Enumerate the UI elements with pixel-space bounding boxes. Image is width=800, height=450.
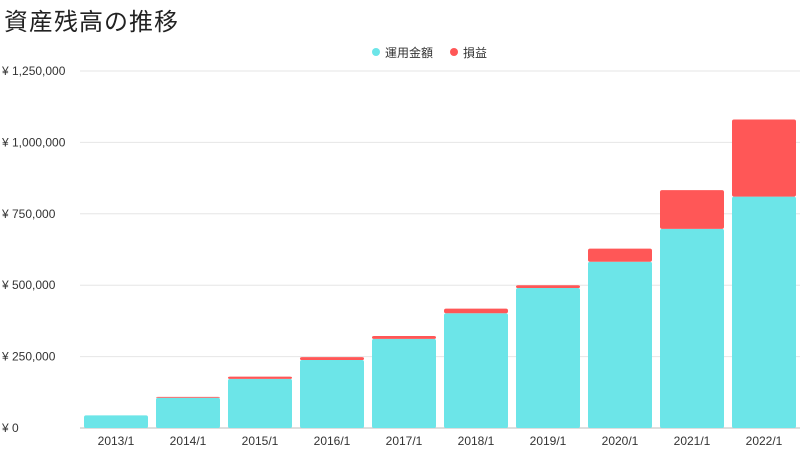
bar-principal xyxy=(444,313,508,428)
bar-profit xyxy=(732,119,796,197)
bar-principal xyxy=(588,261,652,428)
x-tick-label: 2021/1 xyxy=(674,434,711,448)
bar-principal xyxy=(300,360,364,428)
x-tick-label: 2020/1 xyxy=(602,434,639,448)
y-tick-label: ¥ 250,000 xyxy=(1,350,56,364)
y-axis: ¥ 0 ¥ 250,000 ¥ 500,000 ¥ 750,000 ¥ 1,000,00… xyxy=(1,64,66,435)
y-tick-label: ¥ 750,000 xyxy=(1,207,56,221)
bar-principal xyxy=(732,196,796,428)
chart-title: 資産残高の推移 xyxy=(4,8,179,36)
bar-principal xyxy=(660,228,724,428)
x-tick-label: 2015/1 xyxy=(242,434,279,448)
x-tick-label: 2019/1 xyxy=(530,434,567,448)
x-tick-label: 2013/1 xyxy=(98,434,135,448)
bar-profit xyxy=(228,376,292,379)
bar-profit xyxy=(660,190,724,229)
x-tick-label: 2017/1 xyxy=(386,434,423,448)
bar-principal xyxy=(228,378,292,428)
bar-principal xyxy=(84,415,148,428)
x-tick-label: 2016/1 xyxy=(314,434,351,448)
bar-profit xyxy=(516,285,580,289)
bar-profit xyxy=(156,396,220,398)
bar-profit xyxy=(300,357,364,361)
bar-principal xyxy=(156,397,220,428)
legend-marker xyxy=(372,48,380,56)
legend-label: 損益 xyxy=(463,45,487,60)
bar-principal xyxy=(372,338,436,428)
bars xyxy=(84,119,796,428)
bar-profit xyxy=(372,336,436,339)
legend-label: 運用金額 xyxy=(385,45,433,60)
legend: 運用金額 損益 xyxy=(372,45,487,60)
legend-marker xyxy=(450,48,458,56)
y-tick-label: ¥ 0 xyxy=(1,421,19,435)
x-tick-label: 2014/1 xyxy=(170,434,207,448)
y-tick-label: ¥ 500,000 xyxy=(1,278,56,292)
x-axis: 2013/1 2014/1 2015/1 2016/1 2017/1 2018/1 2019… xyxy=(98,434,783,448)
y-tick-label: ¥ 1,000,000 xyxy=(1,135,66,149)
y-tick-label: ¥ 1,250,000 xyxy=(1,64,66,78)
bar-profit xyxy=(444,308,508,314)
bar-principal xyxy=(516,288,580,428)
bar-profit xyxy=(588,248,652,262)
x-tick-label: 2018/1 xyxy=(458,434,495,448)
x-tick-label: 2022/1 xyxy=(746,434,783,448)
